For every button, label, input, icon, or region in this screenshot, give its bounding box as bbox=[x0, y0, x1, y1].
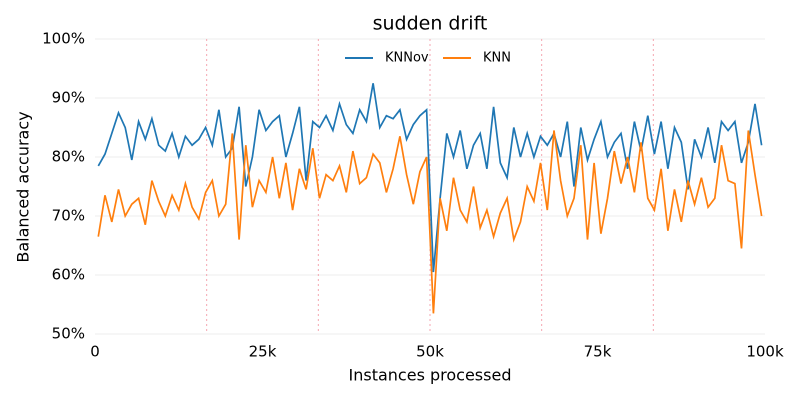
y-tick-label: 50% bbox=[52, 325, 85, 343]
y-tick-label: 80% bbox=[52, 148, 85, 166]
y-tick-label: 100% bbox=[42, 30, 85, 48]
x-tick-label: 100k bbox=[746, 343, 784, 361]
x-tick-label: 50k bbox=[416, 343, 444, 361]
legend-label: KNN bbox=[483, 51, 511, 66]
legend-label: KNNov bbox=[385, 51, 429, 66]
y-tick-label: 70% bbox=[52, 207, 85, 225]
x-tick-label: 75k bbox=[584, 343, 612, 361]
series-line bbox=[97, 130, 763, 314]
x-tick-label: 25k bbox=[249, 343, 277, 361]
y-tick-label: 90% bbox=[52, 89, 85, 107]
x-axis-label: Instances processed bbox=[349, 366, 512, 385]
y-axis-label: Balanced accuracy bbox=[14, 111, 33, 262]
series-line bbox=[97, 83, 763, 273]
x-tick-label: 0 bbox=[90, 343, 100, 361]
chart-title: sudden drift bbox=[373, 13, 488, 35]
y-tick-label: 60% bbox=[52, 266, 85, 284]
